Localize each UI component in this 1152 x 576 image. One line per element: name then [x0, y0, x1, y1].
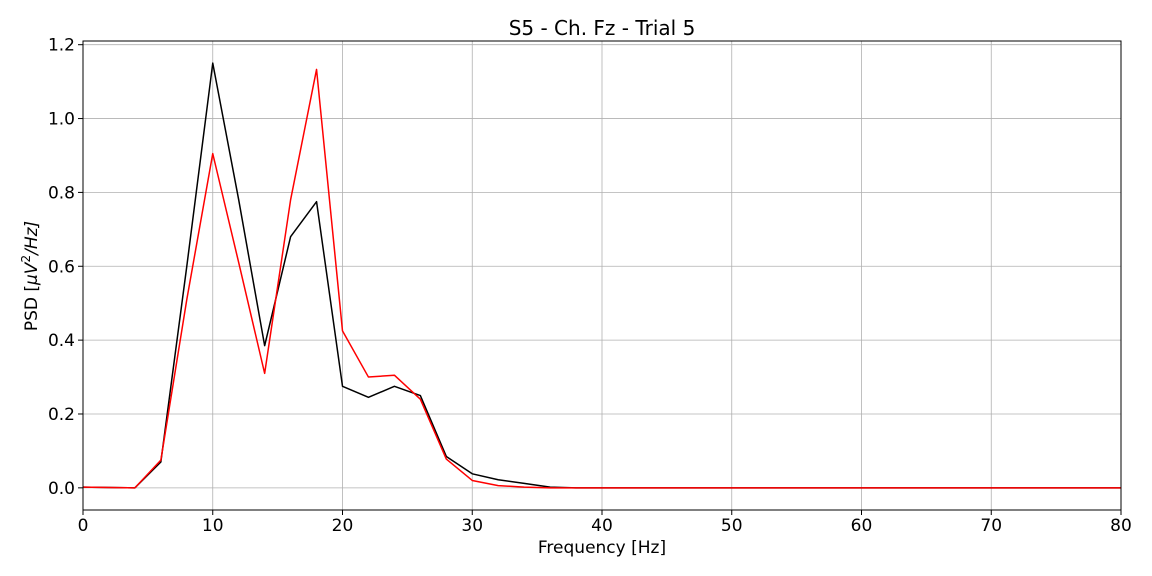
x-tick-label: 40	[591, 516, 613, 536]
y-axis-title-suffix: /Hz]	[22, 221, 42, 257]
y-axis-title-prefix: PSD [	[22, 285, 42, 331]
y-tick-label: 0.0	[48, 479, 75, 499]
chart-title: S5 - Ch. Fz - Trial 5	[509, 16, 696, 40]
x-tick-label: 30	[461, 516, 483, 536]
x-axis-title: Frequency [Hz]	[538, 538, 666, 558]
y-axis-title-mu: μ	[22, 274, 42, 286]
x-tick-label: 10	[202, 516, 224, 536]
gridlines	[82, 41, 1122, 510]
y-axis-title-unit: V	[22, 261, 42, 274]
x-tick-label: 60	[851, 516, 873, 536]
x-axis-ticks: 0 10 20 30 40 50 60 70 80	[78, 510, 1132, 536]
y-axis-title-exponent: 2	[19, 255, 33, 263]
y-tick-label: 1.0	[48, 110, 75, 130]
y-tick-label: 0.8	[48, 183, 75, 203]
x-tick-label: 0	[78, 516, 89, 536]
y-tick-label: 0.6	[48, 257, 75, 277]
series-line-2	[82, 68, 1121, 489]
x-tick-label: 70	[980, 516, 1002, 536]
y-axis-ticks: 0.0 0.2 0.4 0.6 0.8 1.0 1.2	[48, 36, 83, 499]
x-tick-label: 20	[332, 516, 354, 536]
x-tick-label: 80	[1110, 516, 1132, 536]
y-axis-title: PSD [μV2/Hz]	[19, 221, 42, 331]
y-tick-label: 0.2	[48, 405, 75, 425]
y-tick-label: 1.2	[48, 36, 75, 56]
y-tick-label: 0.4	[48, 331, 75, 351]
x-tick-label: 50	[721, 516, 743, 536]
series-layer	[82, 62, 1121, 489]
